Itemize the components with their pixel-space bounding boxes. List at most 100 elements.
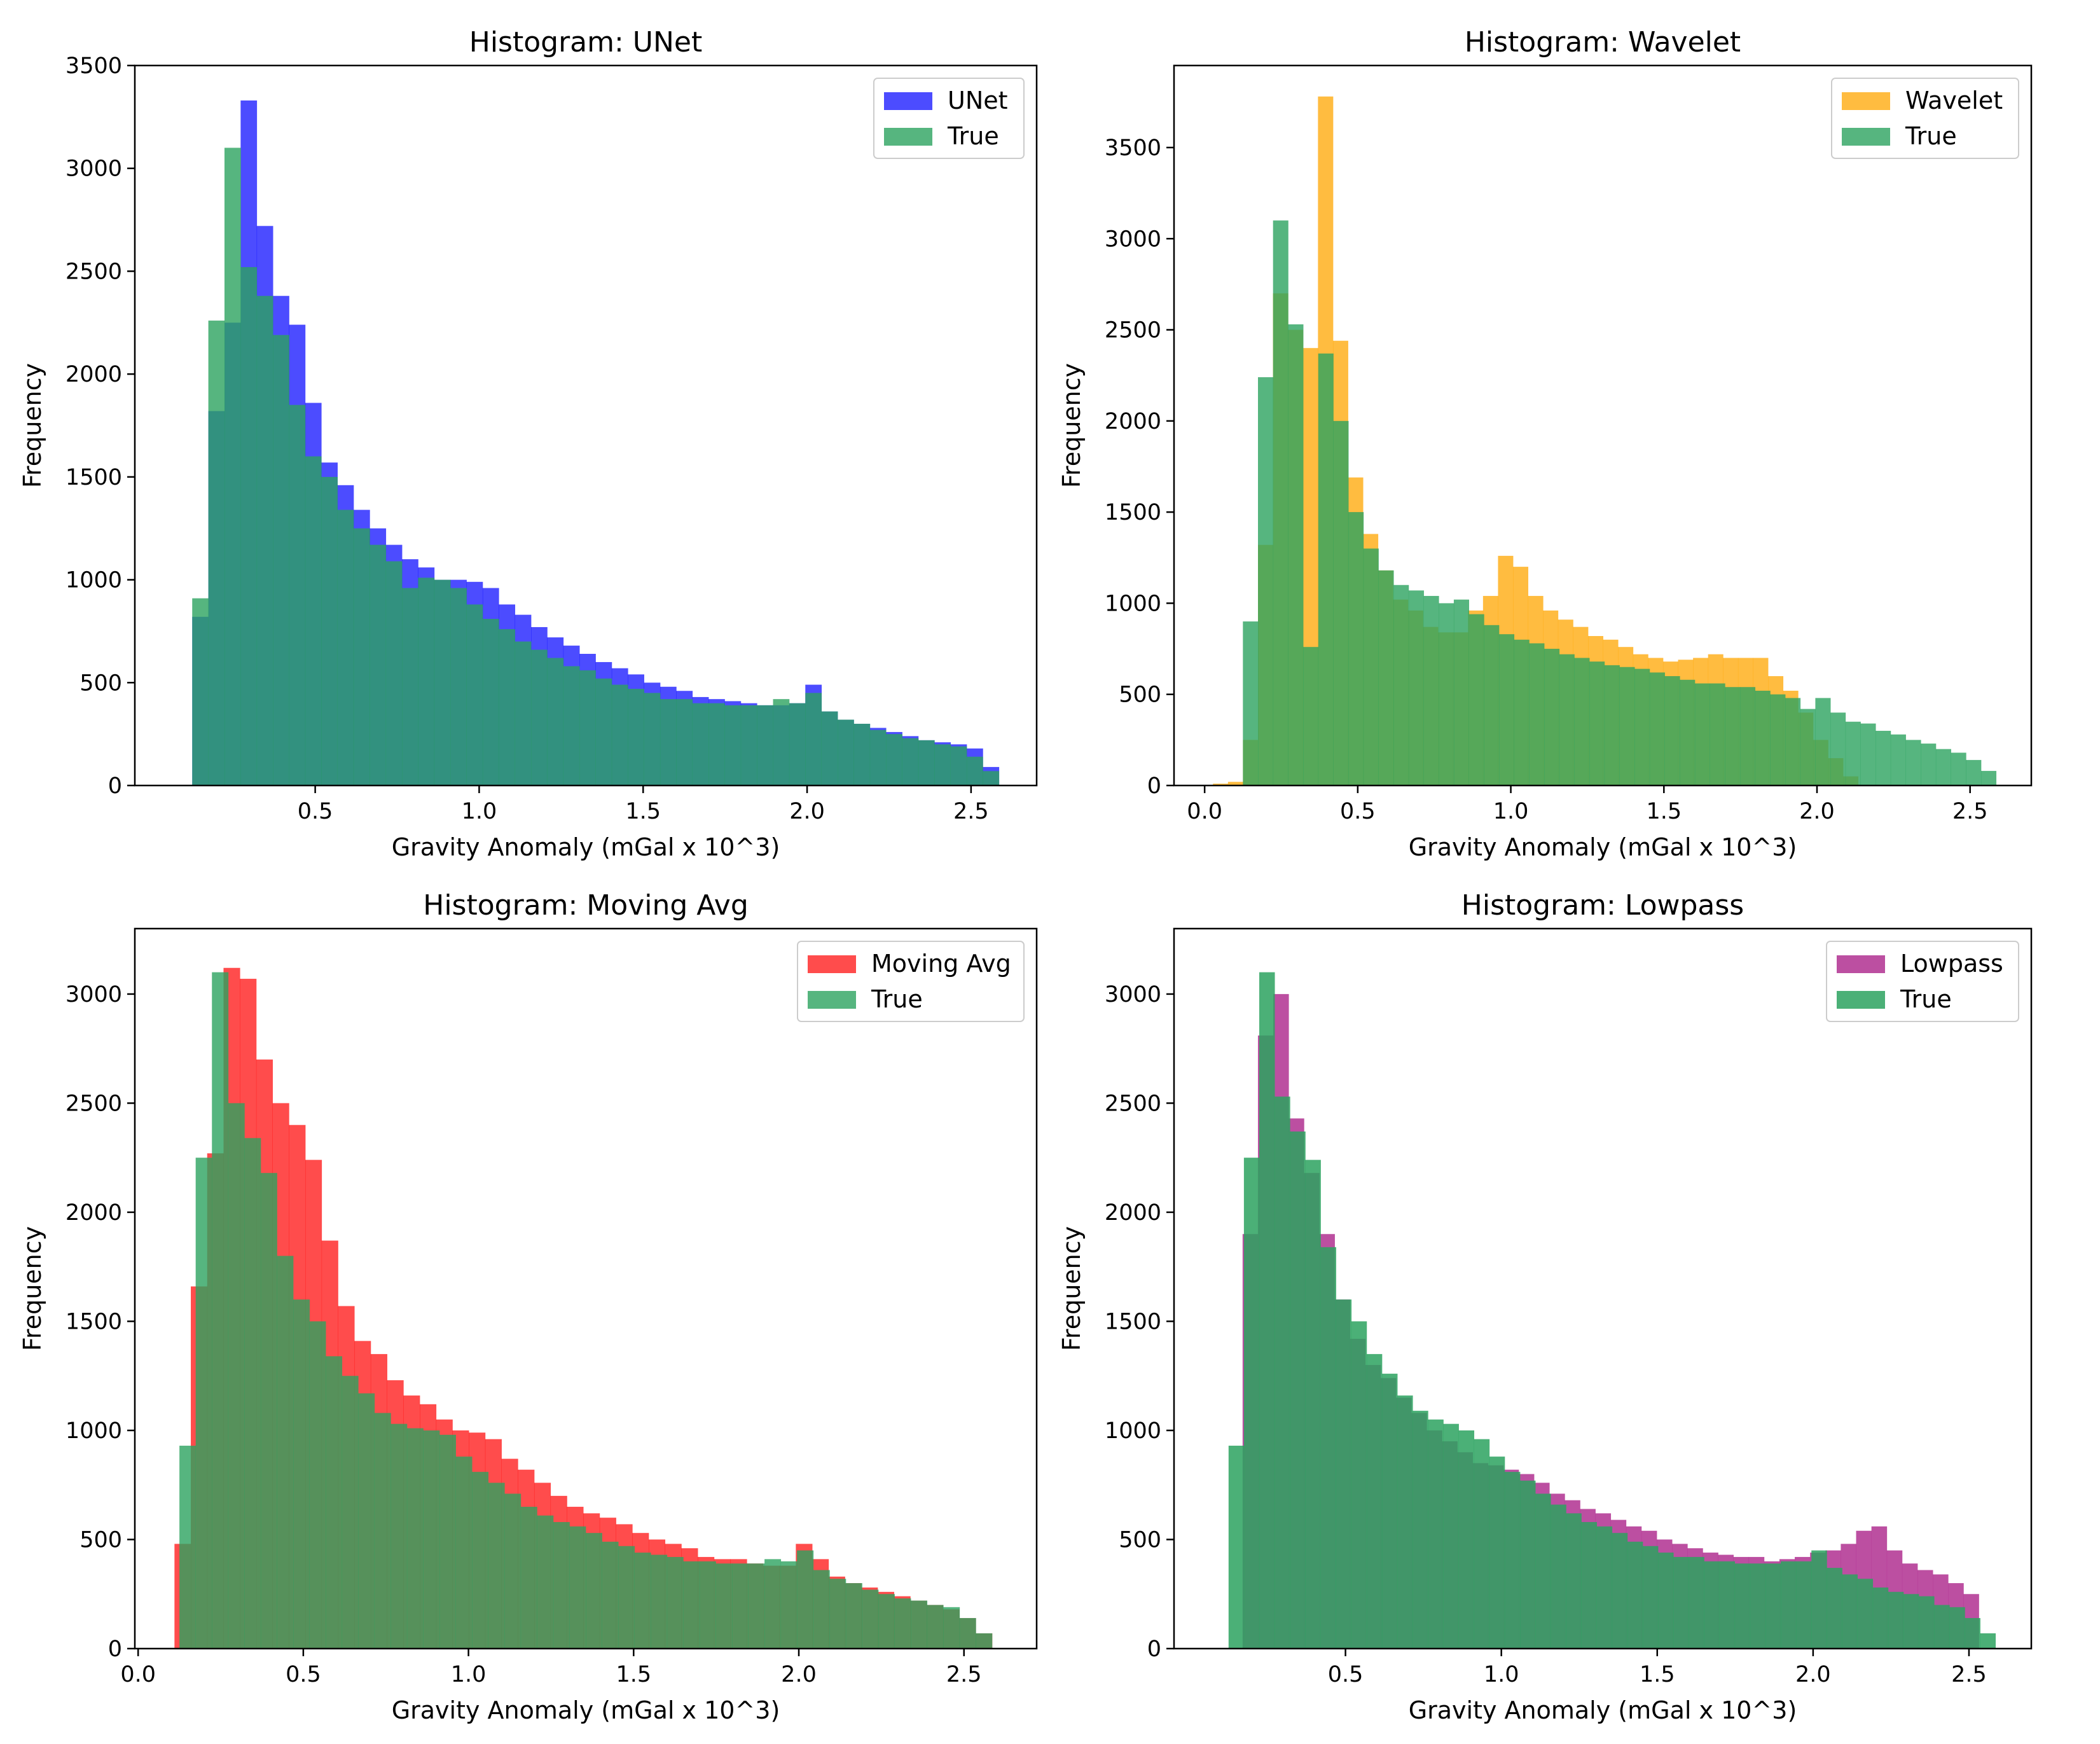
histogram-bar <box>1785 698 1801 785</box>
x-tick-label: 1.5 <box>1640 1662 1675 1687</box>
x-tick-label: 0.0 <box>120 1662 156 1687</box>
histogram-bar <box>418 578 435 785</box>
legend-swatch <box>1837 955 1885 973</box>
y-tick-label: 3000 <box>66 982 122 1007</box>
histogram-bar <box>602 1541 619 1649</box>
histogram-bar <box>1551 1504 1566 1649</box>
y-tick-label: 0 <box>1147 773 1161 799</box>
histogram-bar <box>321 476 338 785</box>
x-tick-label: 2.0 <box>1799 799 1835 824</box>
histogram-bar <box>1397 1395 1413 1649</box>
histogram-bar <box>390 1423 408 1649</box>
histogram-bar <box>1905 740 1921 785</box>
y-tick-label: 2000 <box>1105 1200 1161 1226</box>
y-axis-label: Frequency <box>18 363 46 488</box>
axes-frame <box>1173 927 2033 1650</box>
histogram-bar <box>305 456 322 785</box>
histogram-bar <box>1288 324 1304 785</box>
legend-swatch <box>1837 991 1885 1009</box>
histogram-bar <box>1649 672 1665 785</box>
histogram-bar <box>1484 625 1500 785</box>
series-true <box>179 972 993 1649</box>
y-tick-label: 500 <box>79 670 122 696</box>
histogram-bar <box>1680 679 1696 785</box>
histogram-bar <box>504 1493 522 1649</box>
histogram-bar <box>1770 694 1786 785</box>
histogram-bar <box>805 693 822 785</box>
histogram-bar <box>342 1376 359 1649</box>
y-tick-label: 500 <box>1119 1527 1161 1553</box>
histogram-bar <box>1857 1579 1874 1649</box>
histogram-bar <box>455 1457 473 1649</box>
histogram-bar <box>611 684 628 785</box>
histogram-bar <box>195 1158 212 1649</box>
histogram-bar <box>547 658 564 785</box>
legend-swatch <box>884 92 932 110</box>
histogram-bar <box>1664 676 1680 785</box>
histogram-bar <box>563 666 580 785</box>
x-tick-label: 1.0 <box>1484 1662 1519 1687</box>
histogram-bar <box>1755 690 1771 785</box>
histogram-bar <box>1227 782 1243 785</box>
histogram-bar <box>1921 744 1937 785</box>
histogram-bar <box>1949 1607 1965 1649</box>
histogram-bar <box>878 1594 895 1649</box>
histogram-bar <box>1351 1321 1367 1649</box>
histogram-bar <box>1303 647 1319 785</box>
histogram-bar <box>273 335 289 785</box>
y-tick-label: 1000 <box>66 1418 122 1444</box>
axes-frame <box>134 927 1038 1650</box>
y-axis-label: Frequency <box>1058 363 1086 488</box>
histogram-bar <box>1544 649 1560 785</box>
histogram-bar <box>515 641 532 785</box>
histogram-bar <box>337 509 354 785</box>
histogram-bar <box>780 1561 798 1649</box>
legend-label: True <box>947 122 999 150</box>
histogram-bar <box>757 705 773 785</box>
y-axis-label: Frequency <box>1058 1226 1086 1351</box>
y-tick-label: 1500 <box>66 1309 122 1334</box>
histogram-bar <box>224 148 241 785</box>
histogram-bar <box>1811 1550 1827 1649</box>
legend-label: True <box>1905 122 1957 150</box>
histogram-bar <box>1520 1480 1536 1649</box>
series-true <box>192 148 1000 786</box>
histogram-bar <box>983 771 1000 785</box>
y-tick-label: 3000 <box>1105 982 1161 1007</box>
histogram-bar <box>1468 614 1484 785</box>
histogram-bar <box>1842 1574 1858 1649</box>
histogram-bar <box>472 1472 489 1649</box>
histogram-bar <box>1612 1533 1628 1649</box>
y-tick-label: 2500 <box>1105 318 1161 343</box>
histogram-bar <box>1228 1445 1245 1649</box>
legend-swatch <box>1842 128 1890 146</box>
histogram-bar <box>569 1526 586 1649</box>
histogram-bar <box>676 699 693 785</box>
legend-swatch <box>1842 92 1890 110</box>
subplot-4: Histogram: Lowpass 0.5 1.0 1.5 2.0 2.5 0 500 100… <box>1058 889 2033 1724</box>
histogram-bar <box>797 1550 814 1649</box>
histogram-bar <box>1243 1158 1260 1649</box>
histogram-bar <box>966 756 983 785</box>
histogram-bar <box>326 1356 343 1649</box>
histogram-bar <box>1428 1419 1444 1649</box>
histogram-bar <box>1273 220 1288 785</box>
x-tick-label: 2.0 <box>789 799 825 824</box>
histogram-bar <box>740 705 757 785</box>
histogram-bar <box>1514 639 1530 785</box>
histogram-bar <box>240 266 258 786</box>
x-tick-label: 2.5 <box>953 799 989 824</box>
histogram-bar <box>886 734 902 785</box>
histogram-bar <box>1213 784 1229 785</box>
histogram-bar <box>1903 1594 1919 1649</box>
histogram-bar <box>1694 683 1710 785</box>
histogram-bar <box>1642 1546 1659 1649</box>
y-tick-label: 1500 <box>1105 1309 1161 1334</box>
histogram-bar <box>748 1563 765 1649</box>
histogram-bar <box>692 703 709 785</box>
x-tick-label: 0.5 <box>298 799 333 824</box>
legend-label: UNet <box>948 87 1008 114</box>
histogram-bar <box>1919 1596 1935 1649</box>
histogram-bar <box>1872 1587 1889 1649</box>
y-tick-label: 0 <box>1147 1637 1161 1662</box>
